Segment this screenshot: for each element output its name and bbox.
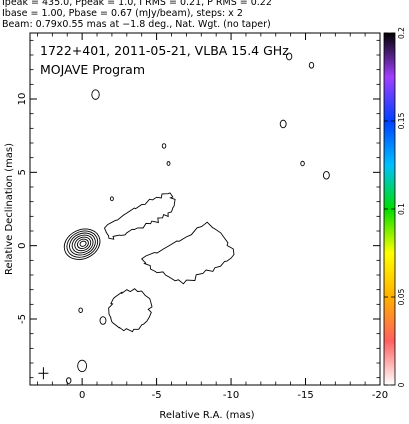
- noise-contour: [99, 316, 107, 325]
- noise-spots: [66, 52, 330, 384]
- chart-title: 1722+401, 2011-05-21, VLBA 15.4 GHz: [40, 43, 289, 58]
- core-contour: [63, 228, 101, 260]
- noise-contour: [161, 143, 167, 149]
- beam-marker: [38, 367, 49, 380]
- x-tick-label: 0: [79, 390, 85, 401]
- core-contour: [69, 232, 96, 256]
- core-contour: [76, 238, 89, 250]
- noise-contour: [166, 161, 171, 166]
- header-line-2: Ibase = 1.00, Pbase = 0.67 (mJy/beam), s…: [2, 8, 243, 19]
- x-axis-label: Relative R.A. (mas): [159, 410, 254, 421]
- core-contour: [79, 240, 87, 247]
- colorbar-tick-label: 0.1: [397, 203, 406, 215]
- colorbar-tick-label: 0.2: [397, 27, 406, 39]
- noise-contour: [66, 377, 72, 384]
- x-tick-label: -20: [372, 390, 388, 401]
- core-contour: [66, 230, 99, 258]
- core-contour: [71, 234, 94, 254]
- colorbar-tick-label: 0.15: [397, 112, 406, 129]
- header-line-1: Ipeak = 435.0, Ppeak = 1.0, I RMS = 0.21…: [2, 0, 272, 8]
- inner-jet-contour: [103, 192, 176, 240]
- axis-ticks: 0 -5 -10 -15 -20 -5 0 5 10: [17, 33, 388, 401]
- core-contour: [74, 236, 92, 252]
- outer-jet-contour: [141, 221, 235, 285]
- noise-contour: [279, 119, 287, 129]
- noise-contour: [77, 359, 88, 373]
- x-tick-label: -5: [152, 390, 162, 401]
- header-line-3: Beam: 0.79x0.55 mas at −1.8 deg., Nat. W…: [2, 19, 271, 30]
- noise-contour: [308, 61, 315, 69]
- noise-contour: [109, 196, 114, 202]
- southern-blob-contour: [108, 288, 153, 333]
- y-axis-label: Relative Declination (mas): [4, 143, 15, 275]
- colorbar-ticks: 0 0.05 0.1 0.15 0.2: [384, 27, 406, 387]
- chart-subtitle: MOJAVE Program: [40, 62, 145, 77]
- plot-frame: [29, 32, 381, 386]
- noise-contour: [322, 171, 330, 180]
- y-tick-label: 10: [17, 93, 28, 106]
- y-tick-label: 0: [17, 242, 28, 248]
- noise-contour: [300, 160, 305, 167]
- noise-contour: [78, 307, 83, 313]
- noise-contour: [286, 52, 293, 61]
- x-tick-label: -10: [223, 390, 239, 401]
- contour-layer: [63, 192, 235, 333]
- x-tick-label: -15: [297, 390, 313, 401]
- colorbar-tick-label: 0: [397, 382, 406, 387]
- colorbar-tick-label: 0.05: [397, 288, 406, 305]
- noise-contour: [91, 89, 100, 100]
- y-tick-label: 5: [17, 169, 28, 175]
- y-tick-label: -5: [17, 314, 28, 324]
